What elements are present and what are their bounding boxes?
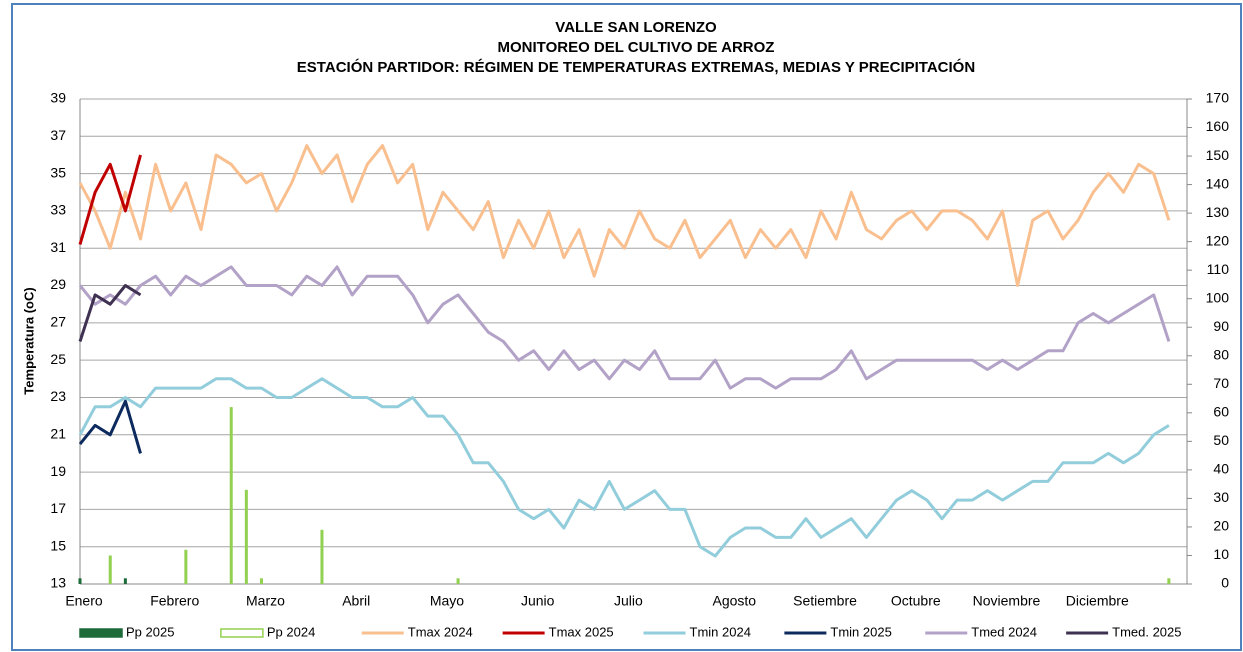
x-tick-label: Agosto	[712, 593, 756, 609]
y2-tick-label: 20	[1213, 518, 1229, 534]
y2-tick-label: 150	[1206, 147, 1230, 163]
y-tick-label: 35	[50, 164, 66, 180]
y-tick-label: 29	[50, 276, 66, 292]
legend-label: Tmax 2025	[549, 624, 614, 639]
y2-tick-label: 170	[1206, 90, 1230, 106]
chart-frame	[11, 3, 1242, 651]
y-tick-label: 23	[50, 388, 66, 404]
x-tick-label: Febrero	[150, 593, 199, 609]
bar	[123, 578, 127, 584]
y-tick-label: 19	[50, 463, 66, 479]
legend-swatch	[79, 628, 123, 638]
y-axis-title: Temperatura (oC)	[21, 287, 36, 394]
x-tick-label: Marzo	[246, 593, 285, 609]
y-tick-label: 13	[50, 575, 66, 591]
series-line	[78, 144, 1171, 287]
y-tick-label: 37	[50, 127, 66, 143]
y2-tick-label: 130	[1206, 204, 1230, 220]
y-tick-label: 21	[50, 425, 66, 441]
legend-label: Tmed 2024	[971, 624, 1037, 639]
series-line	[78, 154, 142, 245]
legend-label: Tmin 2025	[830, 624, 891, 639]
bar	[320, 529, 324, 584]
x-tick-label: Setiembre	[793, 593, 857, 609]
y2-tick-label: 10	[1213, 546, 1229, 562]
x-tick-label: Enero	[65, 593, 103, 609]
y-tick-label: 27	[50, 314, 66, 330]
x-tick-label: Julio	[614, 593, 643, 609]
bar	[1167, 578, 1171, 584]
y-tick-label: 15	[50, 537, 66, 553]
chart-title: VALLE SAN LORENZO	[555, 19, 717, 36]
y-tick-label: 31	[50, 239, 66, 255]
x-tick-label: Noviembre	[973, 593, 1041, 609]
y2-tick-label: 80	[1213, 346, 1229, 362]
y-tick-label: 33	[50, 202, 66, 218]
y2-tick-label: 50	[1213, 432, 1229, 448]
legend-label: Pp 2024	[267, 624, 315, 639]
series-line	[78, 399, 142, 454]
bar	[184, 549, 188, 584]
series-line	[78, 284, 142, 342]
bar	[259, 578, 263, 584]
bar	[108, 555, 112, 584]
x-tick-label: Mayo	[430, 593, 464, 609]
legend-label: Tmax 2024	[408, 624, 473, 639]
bar	[78, 578, 82, 584]
y2-tick-label: 70	[1213, 375, 1229, 391]
y2-tick-label: 30	[1213, 489, 1229, 505]
y2-tick-label: 0	[1221, 575, 1229, 591]
y2-tick-label: 120	[1206, 232, 1230, 248]
y2-tick-label: 140	[1206, 175, 1230, 191]
chart-title: ESTACIÓN PARTIDOR: RÉGIMEN DE TEMPERATUR…	[297, 58, 975, 76]
series-line	[78, 377, 1170, 558]
legend-label: Tmin 2024	[690, 624, 751, 639]
y-tick-label: 25	[50, 351, 66, 367]
y2-tick-label: 110	[1207, 261, 1230, 277]
bar	[244, 489, 248, 584]
y2-tick-label: 40	[1213, 461, 1229, 477]
x-tick-label: Junio	[521, 593, 555, 609]
x-tick-label: Diciembre	[1066, 593, 1129, 609]
legend-swatch	[220, 628, 264, 638]
series-line	[78, 265, 1171, 390]
bar	[229, 407, 233, 584]
y2-tick-label: 100	[1206, 289, 1230, 305]
legend-label: Pp 2025	[126, 624, 174, 639]
legend-label: Tmed. 2025	[1112, 624, 1181, 639]
x-tick-label: Octubre	[891, 593, 941, 609]
y2-tick-label: 60	[1213, 404, 1229, 420]
y-tick-label: 17	[50, 500, 66, 516]
chart-title: MONITOREO DEL CULTIVO DE ARROZ	[498, 39, 775, 56]
y-tick-label: 39	[50, 90, 66, 106]
x-tick-label: Abril	[342, 593, 370, 609]
bar	[456, 578, 460, 584]
y2-tick-label: 160	[1206, 118, 1230, 134]
y2-tick-label: 90	[1213, 318, 1229, 334]
